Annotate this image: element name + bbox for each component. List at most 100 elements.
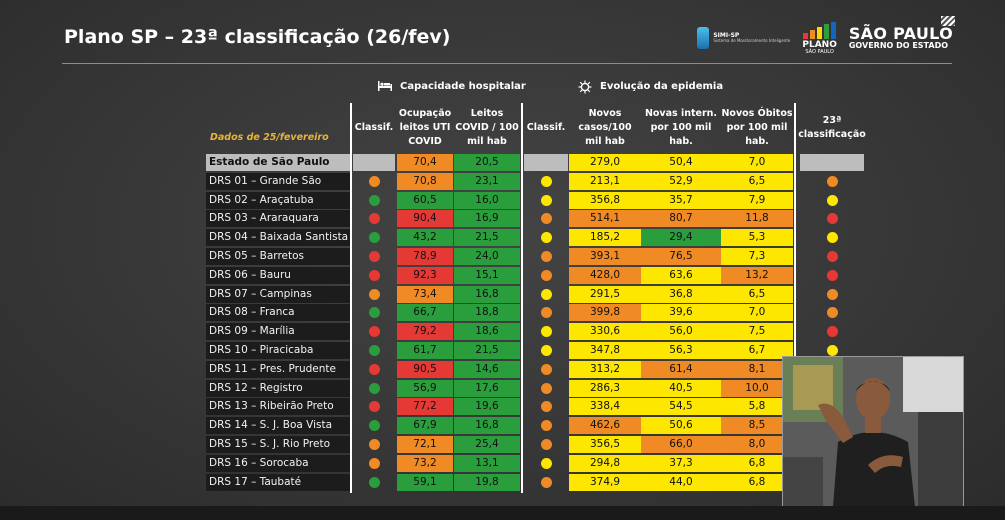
novos-obitos-value: 6,7 [721, 342, 793, 359]
table-row: DRS 16 – Sorocaba 73,2 13,1 294,8 37,3 6,8 [0, 454, 1005, 472]
novos-obitos-value: 6,8 [721, 454, 793, 472]
simi-sp-mark-icon [697, 27, 710, 49]
leitos-value: 17,6 [454, 379, 520, 397]
region-name: DRS 08 – Franca [206, 304, 351, 322]
leitos-value: 15,1 [454, 266, 520, 284]
leitos-value: 25,4 [454, 436, 520, 453]
classif-cell [800, 210, 864, 227]
leitos-value: 19,6 [454, 398, 520, 416]
section-hospital-capacity: Capacidade hospitalar [378, 80, 526, 92]
classif-cell [524, 417, 568, 434]
slide-background: Plano SP – 23ª classificação (26/fev) SI… [0, 0, 1005, 506]
header-novas-internacoes: Novas intern. por 100 mil hab. [644, 108, 718, 147]
novos-obitos-value: 7,5 [721, 323, 793, 341]
region-name: DRS 05 – Barretos [206, 248, 351, 265]
novas-internacoes-value: 36,8 [641, 285, 721, 303]
ocupacao-value: 90,4 [397, 210, 453, 228]
classif-dot-orange [368, 288, 380, 300]
classif-cell [353, 417, 395, 434]
region-name: DRS 07 – Campinas [206, 285, 351, 303]
novos-casos-value: 330,6 [569, 323, 641, 341]
classif-dot-orange [368, 457, 380, 469]
classif-dot-orange [540, 401, 552, 413]
novos-casos-value: 294,8 [569, 454, 641, 472]
plano-sp-logo: PLANO SÃO PAULO [802, 21, 837, 55]
reference-date: Dados de 25/fevereiro [210, 132, 329, 143]
region-name: DRS 14 – S. J. Boa Vista [206, 417, 351, 435]
classif-dot-yellow [540, 326, 552, 338]
novos-casos-value: 356,5 [569, 436, 641, 453]
header-classificacao: 23ª classificação [798, 115, 866, 140]
classif-dot-red [368, 269, 380, 281]
novos-obitos-value: 13,2 [721, 266, 793, 284]
classif-dot-green [368, 307, 380, 319]
classif-dot-orange [368, 175, 380, 187]
novos-obitos-value: 7,3 [721, 248, 793, 265]
classif-cell [353, 361, 395, 378]
header-ocupacao: Ocupação leitos UTI COVID [398, 108, 452, 147]
classif-dot-red [368, 401, 380, 413]
leitos-value: 13,1 [454, 454, 520, 472]
classif-cell [524, 474, 568, 491]
classif-cell [353, 192, 395, 209]
classif-dot-yellow [540, 175, 552, 187]
classif-cell [524, 304, 568, 321]
classif-cell [524, 380, 568, 397]
novas-internacoes-value: 54,5 [641, 398, 721, 416]
table-border-left [350, 103, 352, 493]
region-name: DRS 06 – Bauru [206, 266, 351, 284]
classif-dot-yellow [540, 194, 552, 206]
ocupacao-value: 78,9 [397, 248, 453, 265]
classif-cell [524, 192, 568, 209]
ocupacao-value: 43,2 [397, 229, 453, 247]
bottom-bar [0, 506, 1005, 520]
logos: SIMI-SP Sistema de Monitoramento Intelig… [697, 15, 955, 58]
novos-casos-value: 347,8 [569, 342, 641, 359]
novas-internacoes-value: 61,4 [641, 360, 721, 378]
classif-cell [800, 267, 864, 284]
novos-casos-value: 185,2 [569, 229, 641, 247]
table-row: DRS 10 – Piracicaba 61,7 21,5 347,8 56,3 6,7 [0, 342, 1005, 359]
sp-flag-icon [941, 15, 955, 26]
section-epidemic-label: Evolução da epidemia [600, 80, 724, 92]
classif-cell [524, 267, 568, 284]
novos-casos-value: 213,1 [569, 172, 641, 190]
state-row: Estado de São Paulo 70,4 20,5 279,0 50,4 7,0 [0, 154, 1005, 171]
leitos-value: 16,8 [454, 285, 520, 303]
classif-dot-orange [540, 476, 552, 488]
leitos-value: 23,1 [454, 172, 520, 190]
classif-dot-red [826, 326, 838, 338]
classif-dot-orange [540, 420, 552, 432]
region-name: DRS 15 – S. J. Rio Preto [206, 436, 351, 453]
classif-dot-red [826, 269, 838, 281]
classif-dot-orange [540, 251, 552, 262]
classif-dot-orange [540, 307, 552, 319]
ocupacao-value: 56,9 [397, 379, 453, 397]
leitos-value: 14,6 [454, 360, 520, 378]
leitos-value: 18,8 [454, 304, 520, 322]
novas-internacoes-value: 66,0 [641, 436, 721, 453]
novos-obitos-value: 6,5 [721, 285, 793, 303]
novos-casos-value: 338,4 [569, 398, 641, 416]
classif-cell [353, 304, 395, 321]
table-border-middle [521, 103, 523, 493]
classif-dot-yellow [826, 345, 838, 356]
region-name: DRS 03 – Araraquara [206, 210, 351, 228]
novas-internacoes-value: 50,6 [641, 417, 721, 435]
table-row: DRS 17 – Taubaté 59,1 19,8 374,9 44,0 6,8 [0, 473, 1005, 491]
ocupacao-value: 79,2 [397, 323, 453, 341]
table-row: DRS 14 – S. J. Boa Vista 67,9 16,8 462,6 50,… [0, 417, 1005, 435]
novas-internacoes-value: 39,6 [641, 304, 721, 322]
hospital-bed-icon [378, 80, 392, 92]
novas-internacoes-value: 80,7 [641, 210, 721, 228]
classif-dot-red [368, 326, 380, 338]
classif-dot-green [368, 382, 380, 394]
classif-cell [524, 248, 568, 265]
ocupacao-value: 66,7 [397, 304, 453, 322]
novos-obitos-value: 6,5 [721, 172, 793, 190]
classif-dot-orange [540, 439, 552, 450]
novas-internacoes-value: 56,0 [641, 323, 721, 341]
ocupacao-value: 59,1 [397, 473, 453, 491]
classif-dot-orange [540, 363, 552, 375]
classif-dot-green [368, 420, 380, 432]
